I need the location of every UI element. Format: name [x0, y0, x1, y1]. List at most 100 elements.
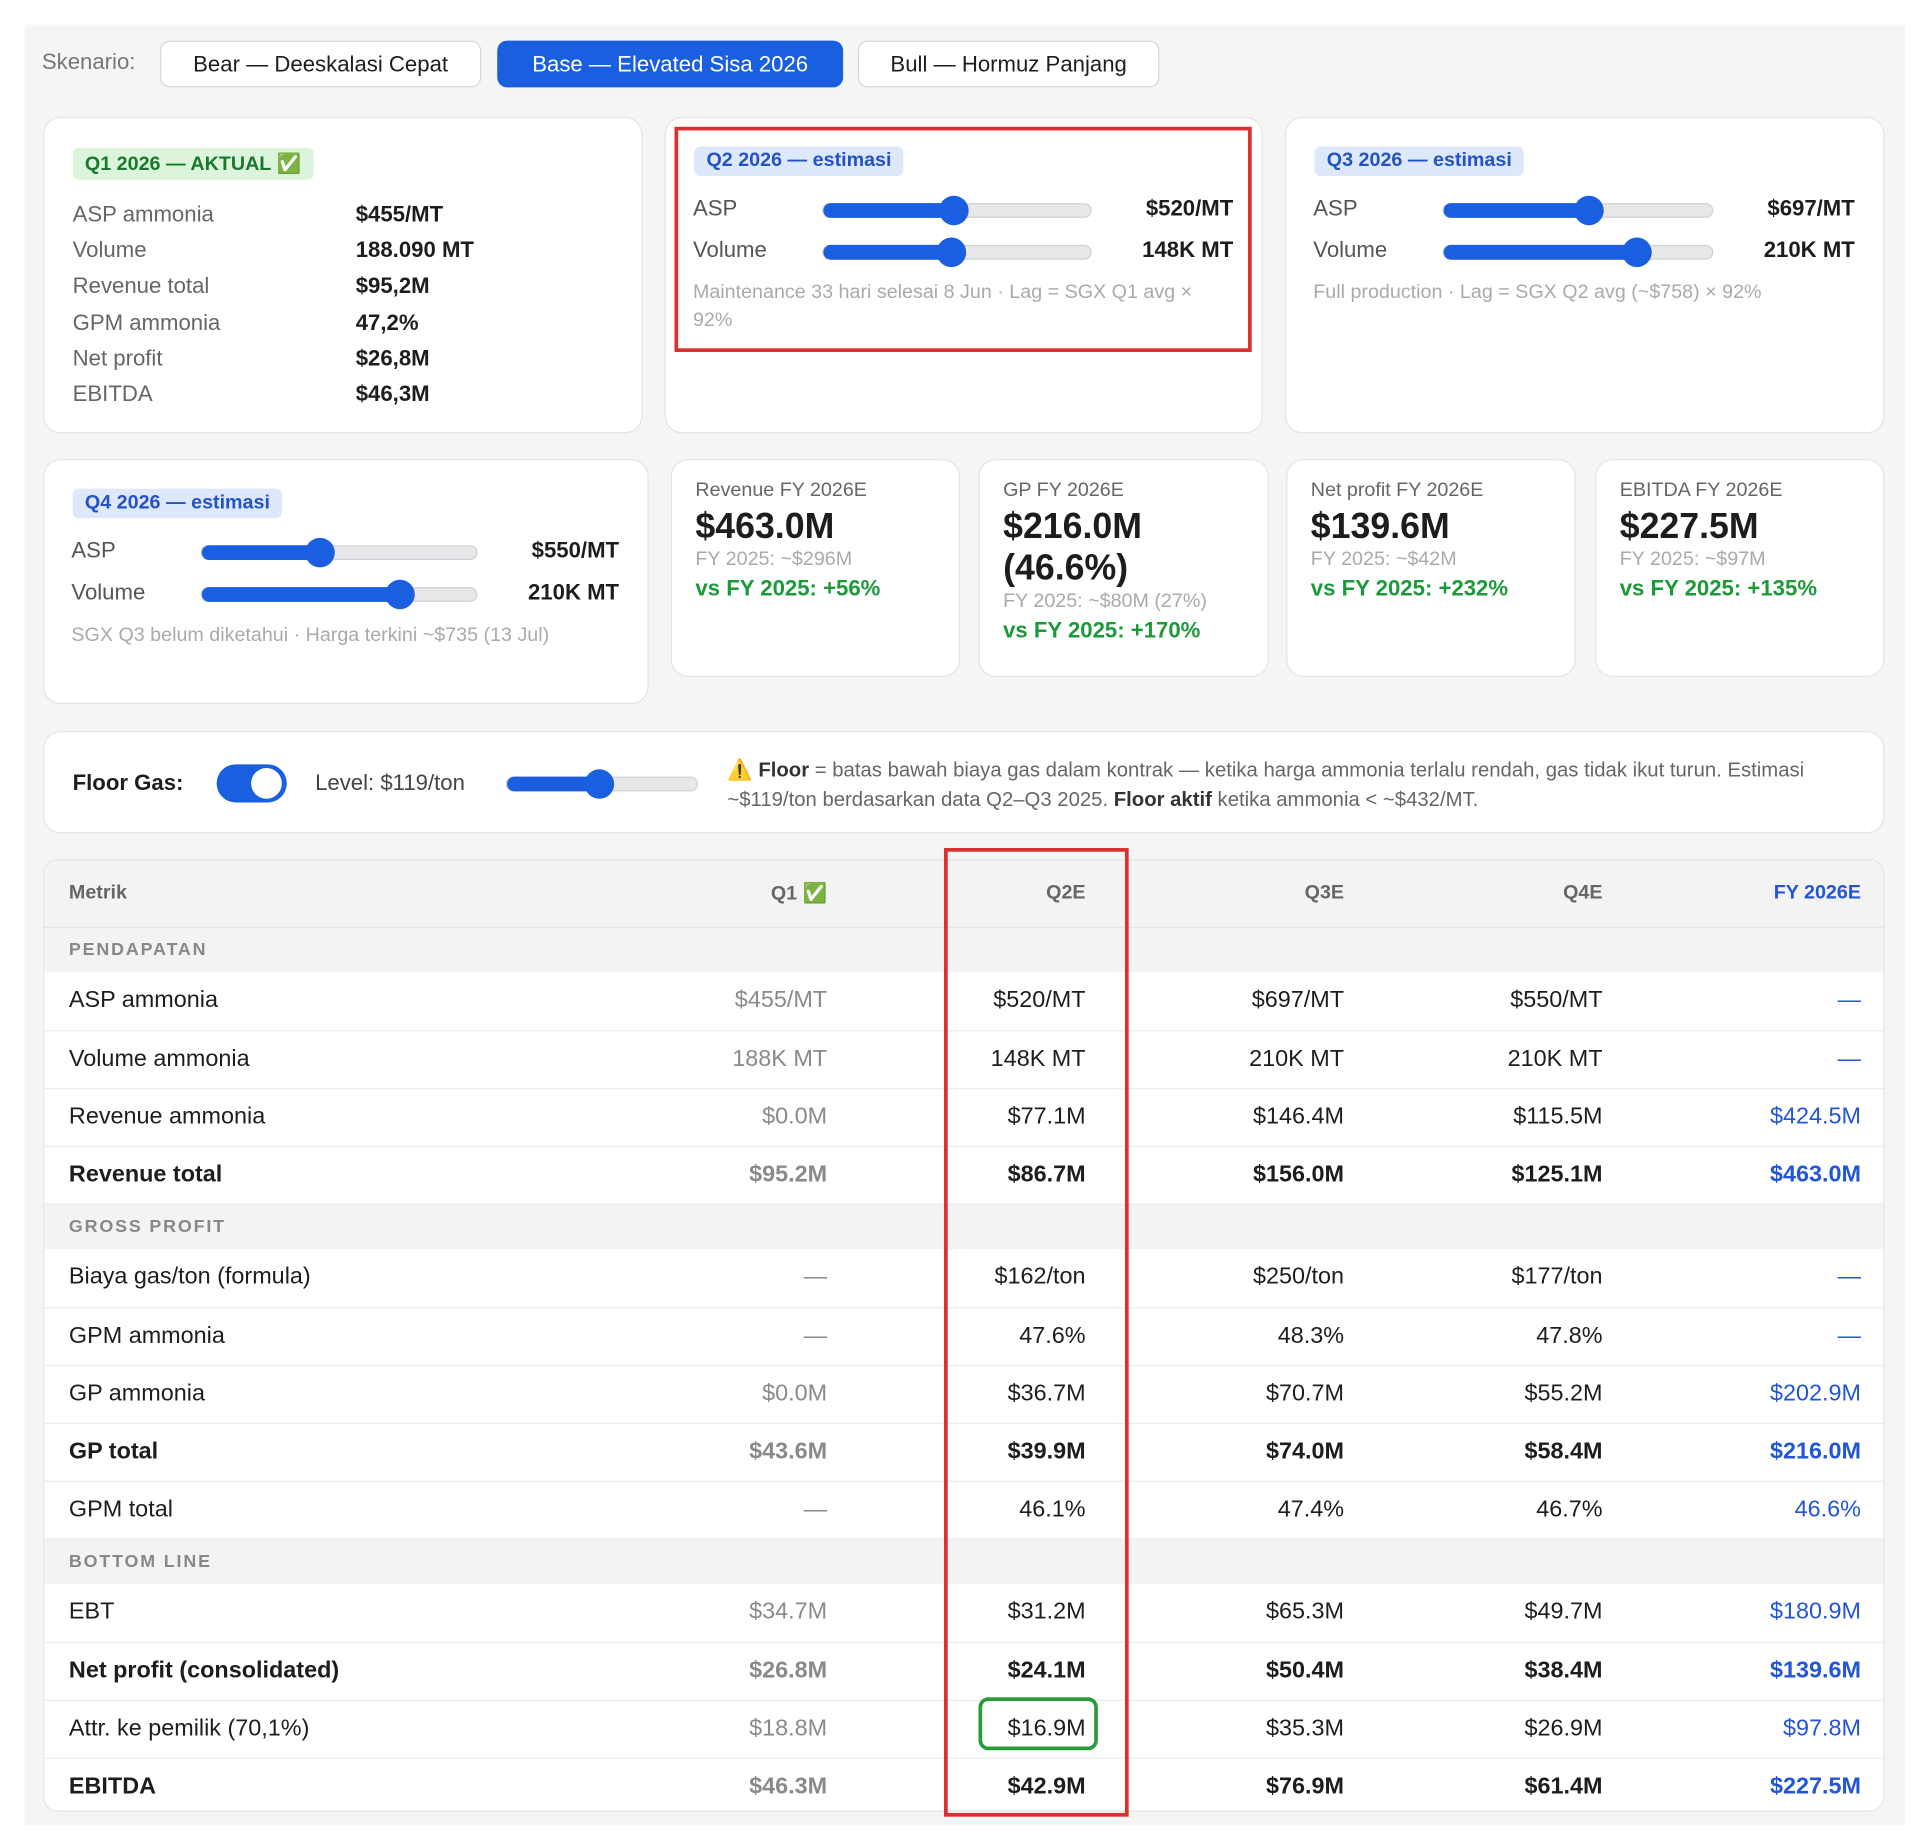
- cell-value: —: [803, 1264, 828, 1291]
- toggle[interactable]: [216, 764, 287, 803]
- estimate-label: ASP: [692, 195, 738, 221]
- slider-thumb[interactable]: [1573, 195, 1604, 226]
- kpi-card: Net profit FY 2026E $139.6M FY 2025: ~$42M…: [1286, 459, 1576, 677]
- scenario-button[interactable]: Base — Elevated Sisa 2026: [497, 40, 844, 88]
- cell-value: $697/MT: [1251, 987, 1345, 1014]
- estimate-note: Maintenance 33 hari selesai 8 Jun · Lag …: [692, 281, 1193, 332]
- cell-value: $216.0M: [1769, 1438, 1861, 1465]
- cell-value: $49.7M: [1524, 1599, 1603, 1625]
- cell-value: 46.7%: [1536, 1496, 1603, 1522]
- slider-thumb[interactable]: [1622, 237, 1652, 268]
- cell-value: $180.9M: [1769, 1599, 1861, 1625]
- kpi-change: vs FY 2025: +56%: [695, 576, 881, 601]
- cell-value: $38.4M: [1524, 1657, 1603, 1684]
- q1-value: $26,8M: [355, 345, 430, 371]
- data-row: GP ammonia $0.0M $36.7M $70.7M $55.2M $202.9M: [44, 1364, 1884, 1423]
- cell-value: —: [803, 1322, 828, 1349]
- kpi-card: Revenue FY 2026E $463.0M FY 2025: ~$296M vs…: [670, 459, 961, 677]
- note-segment: Floor: [758, 759, 810, 782]
- estimate-value: 210K MT: [527, 579, 620, 605]
- kpi-value: $227.5M: [1619, 507, 1759, 547]
- estimate-note: SGX Q3 belum diketahui · Harga terkini ~…: [71, 625, 550, 647]
- row-label: Attr. ke pemilik (70,1%): [68, 1715, 310, 1741]
- q1-value: $46,3M: [355, 381, 430, 407]
- q1-label: Volume: [72, 237, 147, 263]
- kpi-label: Revenue FY 2026E: [695, 480, 867, 501]
- row-label: Biaya gas/ton (formula): [68, 1264, 311, 1291]
- slider[interactable]: [200, 537, 478, 568]
- cell-value: $16.9M: [1007, 1715, 1086, 1741]
- cell-value: 148K MT: [990, 1045, 1086, 1072]
- cell-value: $139.6M: [1769, 1657, 1861, 1684]
- kpi-value: $139.6M: [1310, 507, 1450, 547]
- cell-value: 210K MT: [1249, 1045, 1345, 1072]
- cell-value: $46.3M: [749, 1772, 828, 1799]
- slider[interactable]: [200, 579, 478, 610]
- slider[interactable]: [822, 237, 1092, 268]
- row-label: Volume ammonia: [68, 1045, 250, 1072]
- row-label: GP total: [68, 1438, 159, 1465]
- slider[interactable]: [1442, 195, 1714, 226]
- scenario-label: Skenario:: [41, 49, 136, 74]
- cell-value: $39.9M: [1007, 1438, 1086, 1465]
- estimate-label: Volume: [692, 237, 767, 263]
- cell-value: $95.2M: [749, 1161, 828, 1188]
- slider[interactable]: [505, 769, 698, 799]
- row-label: Net profit (consolidated): [68, 1657, 340, 1684]
- cell-value: $125.1M: [1511, 1161, 1603, 1188]
- row-label: GP ammonia: [68, 1380, 205, 1407]
- estimate-card: Q2 2026 — estimasi ASP $520/MT Volume 148K M…: [664, 116, 1263, 434]
- data-row: ASP ammonia $455/MT $520/MT $697/MT $550/MT —: [44, 972, 1884, 1031]
- cell-value: $177/ton: [1511, 1264, 1603, 1291]
- estimate-note: Full production · Lag = SGX Q2 avg (~$75…: [1313, 281, 1762, 303]
- scenario-button[interactable]: Bull — Hormuz Panjang: [857, 40, 1160, 88]
- cell-value: $43.6M: [749, 1438, 828, 1465]
- slider-thumb[interactable]: [585, 769, 615, 799]
- data-row: GP total $43.6M $39.9M $74.0M $58.4M $216.0M: [44, 1422, 1884, 1481]
- scenario-button[interactable]: Bear — Deeskalasi Cepat: [160, 40, 482, 88]
- header-row: Metrik Q1 ✅ Q2E Q3E Q4E FY 2026E: [44, 860, 1884, 928]
- data-row: Revenue total $95.2M $86.7M $156.0M $125.1M $…: [44, 1145, 1884, 1204]
- q1-badge: Q1 2026 — AKTUAL ✅: [72, 147, 314, 180]
- slider-thumb[interactable]: [305, 537, 335, 568]
- estimate-card: Q3 2026 — estimasi ASP $697/MT Volume 210K M…: [1284, 116, 1885, 434]
- floor-level: Level: $119/ton: [315, 770, 465, 796]
- note-segment: Floor aktif: [1113, 788, 1212, 812]
- q1-label: GPM ammonia: [72, 309, 221, 335]
- slider-thumb[interactable]: [384, 579, 415, 610]
- slider-thumb[interactable]: [939, 195, 970, 226]
- kpi-label: EBITDA FY 2026E: [1619, 480, 1783, 501]
- row-label: GPM total: [68, 1496, 173, 1522]
- slider-fill: [201, 545, 320, 561]
- cell-value: $26.9M: [1524, 1715, 1603, 1741]
- cell-value: $250/ton: [1252, 1264, 1345, 1291]
- q1-value: $455/MT: [355, 201, 444, 227]
- estimate-card: Q4 2026 — estimasi ASP $550/MT Volume 210K M…: [43, 459, 649, 705]
- q1-value: $95,2M: [355, 273, 430, 299]
- kpi-card: GP FY 2026E $216.0M (46.6%) FY 2025: ~$80M…: [978, 459, 1269, 677]
- q1-value: 188.090 MT: [355, 237, 474, 263]
- slider-thumb[interactable]: [936, 237, 967, 268]
- cell-value: 47.6%: [1019, 1322, 1086, 1349]
- estimate-value: $697/MT: [1767, 195, 1855, 221]
- kpi-prior: FY 2025: ~$296M: [695, 548, 853, 570]
- cell-value: $424.5M: [1769, 1103, 1861, 1130]
- estimate-badge: Q4 2026 — estimasi: [72, 488, 283, 519]
- row-label: Revenue total: [68, 1161, 223, 1188]
- q1-label: Revenue total: [72, 273, 210, 299]
- kpi-prior: FY 2025: ~$80M (27%): [1003, 590, 1207, 612]
- estimate-badge: Q2 2026 — estimasi: [694, 146, 904, 177]
- slider-fill: [1443, 203, 1589, 218]
- cell-value: $455/MT: [734, 987, 828, 1014]
- q1-value: 47,2%: [355, 309, 419, 335]
- data-row: EBITDA $46.3M $42.9M $76.9M $61.4M $227.5M: [44, 1757, 1884, 1811]
- slider[interactable]: [1442, 237, 1714, 268]
- slider[interactable]: [822, 195, 1092, 226]
- cell-value: 47.4%: [1277, 1496, 1345, 1522]
- estimate-label: Volume: [1313, 237, 1388, 263]
- cell-value: $70.7M: [1266, 1380, 1345, 1407]
- data-row: Biaya gas/ton (formula) — $162/ton $250/ton…: [44, 1249, 1884, 1308]
- cell-value: $520/MT: [993, 987, 1086, 1014]
- kpi-change: vs FY 2025: +170%: [1003, 617, 1201, 643]
